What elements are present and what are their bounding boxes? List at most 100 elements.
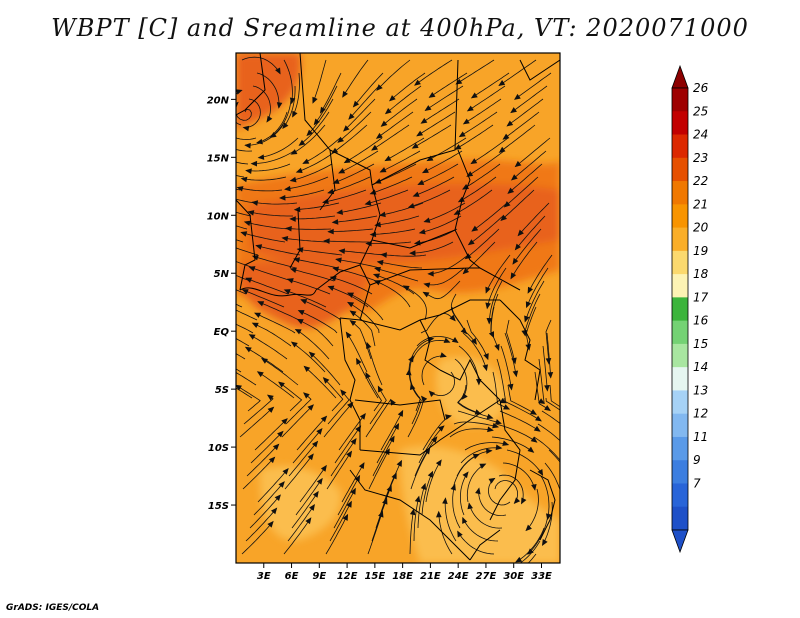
colorbar: 26 25 24 23 22 21 20 19 18 17 16 15 14 13 12 11 9 7 xyxy=(671,64,709,554)
x-tick-label: 9E xyxy=(312,571,326,582)
streamline-arrow xyxy=(389,435,395,443)
streamline xyxy=(236,368,242,373)
streamline xyxy=(462,163,501,190)
colorbar-segment xyxy=(672,320,688,345)
streamline xyxy=(256,72,280,108)
streamline xyxy=(243,394,274,425)
streamline-arrow xyxy=(420,482,427,490)
streamline xyxy=(237,187,283,192)
streamline-arrow xyxy=(278,481,285,488)
streamline xyxy=(249,494,281,529)
streamline-arrow xyxy=(530,436,538,443)
x-tick-label: 24E xyxy=(448,571,469,582)
streamline xyxy=(252,255,297,269)
colorbar-label: 9 xyxy=(693,453,701,467)
streamline-arrow xyxy=(255,244,263,250)
streamline-arrow xyxy=(527,446,535,453)
grads-credit: GrADS: IGES/COLA xyxy=(6,603,100,613)
streamline-arrow xyxy=(285,226,292,232)
streamline xyxy=(323,402,354,438)
streamline-arrow xyxy=(202,350,207,354)
streamline xyxy=(244,221,290,230)
streamline xyxy=(248,211,293,217)
streamline-arrow xyxy=(575,421,580,426)
streamline xyxy=(425,459,442,503)
streamline-arrow xyxy=(270,507,278,515)
streamline xyxy=(421,98,460,124)
streamline xyxy=(304,366,337,399)
streamline xyxy=(495,423,537,443)
streamline xyxy=(449,428,493,438)
streamline-arrow xyxy=(337,136,345,143)
map-panel xyxy=(202,53,580,563)
streamline-arrow xyxy=(356,357,362,365)
streamline-arrow xyxy=(236,89,243,95)
streamline-arrow xyxy=(327,188,335,195)
streamline xyxy=(343,98,376,132)
streamline xyxy=(257,371,295,399)
streamline xyxy=(236,289,247,295)
colorbar-label: 13 xyxy=(693,383,708,397)
streamline xyxy=(385,137,425,161)
streamline-arrow xyxy=(514,243,521,251)
streamline-arrow xyxy=(247,210,255,216)
streamline xyxy=(403,285,427,321)
streamline-arrow xyxy=(405,368,412,376)
streamline xyxy=(324,240,369,243)
streamline-arrow xyxy=(349,320,357,327)
streamline xyxy=(356,358,379,399)
streamline-arrow xyxy=(413,240,421,246)
streamline xyxy=(407,396,425,438)
streamline xyxy=(424,267,465,286)
streamline-arrow xyxy=(245,277,253,283)
streamline-arrow xyxy=(486,317,493,325)
colorbar-segment xyxy=(672,204,688,228)
streamline xyxy=(336,258,381,269)
streamline xyxy=(291,491,319,529)
streamline-arrow xyxy=(320,464,327,472)
streamline-arrow xyxy=(293,206,301,213)
streamline-arrow xyxy=(389,95,396,102)
streamline xyxy=(252,201,298,205)
streamline xyxy=(502,462,536,490)
streamline xyxy=(507,163,543,194)
streamline-arrow xyxy=(335,257,342,263)
streamline-arrow xyxy=(521,497,527,505)
streamline xyxy=(278,381,303,412)
streamline-arrow xyxy=(467,239,475,246)
x-tick-label: 30E xyxy=(503,571,524,582)
streamline-arrow xyxy=(411,142,419,149)
streamline xyxy=(365,189,409,205)
streamline-arrow xyxy=(428,91,436,98)
streamline-arrow xyxy=(316,428,323,435)
streamline xyxy=(545,319,552,364)
streamline-arrow xyxy=(378,510,384,518)
streamline xyxy=(534,371,551,411)
streamline xyxy=(253,481,285,516)
streamline xyxy=(540,475,550,520)
colorbar-segment xyxy=(672,483,688,508)
streamline xyxy=(468,215,504,246)
streamline-arrow xyxy=(561,463,566,468)
streamline xyxy=(245,508,277,542)
streamline xyxy=(350,320,372,360)
streamline xyxy=(408,338,434,373)
streamline xyxy=(459,111,498,137)
streamline-arrow xyxy=(257,154,265,160)
streamline-arrow xyxy=(338,168,346,174)
streamline xyxy=(236,309,258,321)
streamline xyxy=(249,266,293,282)
streamline xyxy=(236,174,245,178)
streamline-arrow xyxy=(572,433,577,438)
streamline-arrow xyxy=(256,371,264,378)
streamline xyxy=(470,137,509,164)
streamline-arrow xyxy=(502,133,510,140)
streamline-arrow xyxy=(442,497,448,504)
streamline xyxy=(330,276,373,295)
streamline xyxy=(332,215,378,223)
streamline-arrow xyxy=(309,503,315,511)
streamline xyxy=(503,397,542,422)
streamline-arrow xyxy=(209,264,214,268)
border-line xyxy=(499,299,541,401)
streamline xyxy=(515,137,551,167)
